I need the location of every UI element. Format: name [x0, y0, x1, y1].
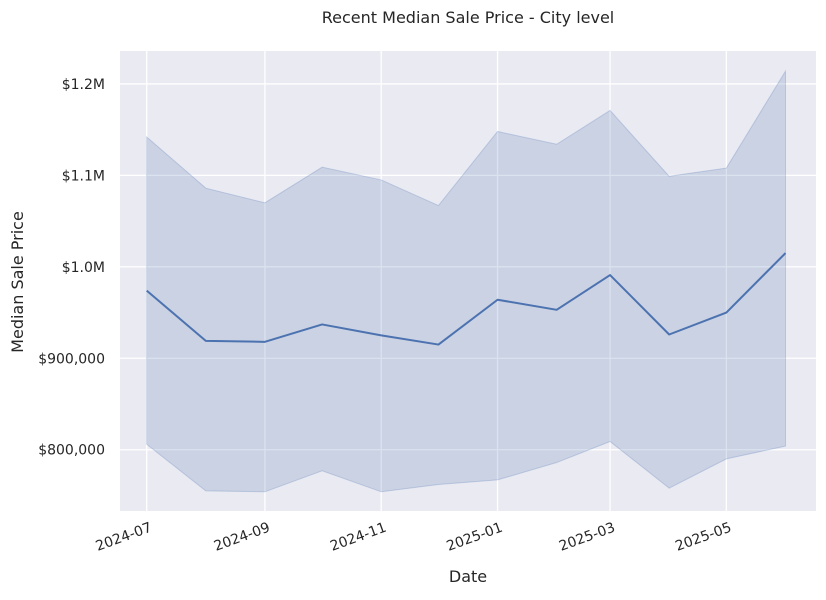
y-tick-label: $900,000: [38, 351, 105, 367]
x-tick-label: 2025-05: [673, 520, 733, 555]
x-tick-label: 2024-11: [328, 520, 388, 555]
y-tick-label: $1.2M: [62, 77, 105, 93]
x-tick-label: 2025-01: [444, 520, 504, 555]
y-tick-label: $1.0M: [62, 260, 105, 276]
y-axis-label: Median Sale Price: [8, 211, 27, 353]
x-tick-label: 2024-09: [212, 520, 272, 555]
x-tick-label: 2025-03: [557, 520, 617, 555]
y-tick-label: $800,000: [38, 443, 105, 459]
x-tick-label: 2024-07: [94, 520, 154, 555]
x-tick-labels: 2024-07 2024-09 2024-11 2025-01 2025-03 2025-…: [94, 520, 734, 555]
y-tick-label: $1.1M: [62, 168, 105, 184]
y-tick-labels: $800,000 $900,000 $1.0M $1.1M $1.2M: [38, 77, 105, 459]
chart-title: Recent Median Sale Price - City level: [322, 8, 614, 27]
x-axis-label: Date: [449, 567, 487, 586]
